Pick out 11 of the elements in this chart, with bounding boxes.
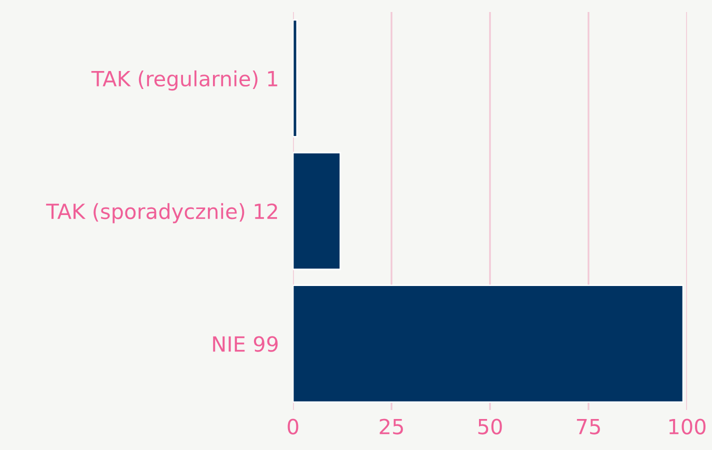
y-tick-label: NIE 99 <box>213 336 278 352</box>
bar <box>293 19 298 138</box>
y-tick-label: TAK (regularnie) 1 <box>91 70 278 91</box>
x-tick-label: 100 <box>669 418 706 434</box>
x-tick-label: 25 <box>380 418 403 434</box>
bar <box>293 152 341 270</box>
bar <box>293 284 684 403</box>
x-tick-label: 50 <box>478 418 502 434</box>
x-tick-label: 75 <box>576 418 600 434</box>
y-tick-label: TAK (sporadycznie) 12 <box>46 203 278 224</box>
x-tick-label: 0 <box>288 418 298 434</box>
